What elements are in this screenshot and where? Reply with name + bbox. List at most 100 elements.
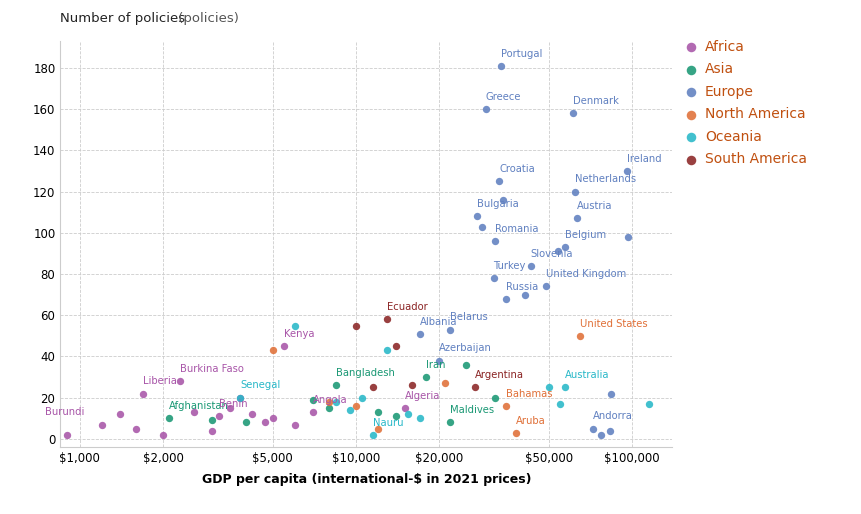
North America [437, 379, 451, 388]
Oceania [553, 400, 567, 408]
Europe [474, 223, 488, 231]
Europe [567, 188, 581, 196]
Africa [172, 377, 186, 386]
Text: Argentina: Argentina [474, 370, 523, 380]
Europe [488, 237, 502, 245]
Europe [478, 105, 492, 113]
Europe [523, 262, 537, 270]
North America [509, 429, 523, 437]
Oceania [412, 414, 426, 423]
South America [405, 381, 418, 390]
Oceania [355, 394, 369, 402]
Text: Portugal: Portugal [500, 49, 542, 59]
Asia [306, 396, 319, 404]
North America [265, 346, 279, 355]
Text: Slovenia: Slovenia [530, 249, 573, 259]
Oceania [557, 383, 571, 392]
Text: Liberia: Liberia [143, 376, 177, 387]
South America [389, 342, 403, 351]
Text: United States: United States [579, 319, 647, 328]
Text: Albania: Albania [419, 317, 456, 326]
Africa [136, 390, 150, 398]
Africa [288, 420, 301, 429]
Africa [60, 431, 74, 439]
Asia [443, 418, 457, 427]
Asia [389, 412, 403, 420]
Europe [585, 425, 599, 433]
Text: Belgium: Belgium [564, 230, 605, 240]
Oceania [329, 398, 343, 406]
Africa [204, 427, 218, 435]
Text: Turkey: Turkey [493, 261, 525, 271]
Africa [113, 410, 127, 418]
Europe [557, 243, 571, 251]
Text: Romania: Romania [495, 224, 538, 234]
Text: (policies): (policies) [173, 12, 238, 25]
Oceania [288, 321, 301, 329]
Text: Austria: Austria [576, 201, 611, 211]
Africa [212, 412, 226, 420]
Oceania [343, 406, 356, 414]
Text: Afghanistan: Afghanistan [169, 401, 228, 411]
North America [499, 402, 512, 410]
Text: Benin: Benin [219, 399, 248, 409]
Text: Maldives: Maldives [450, 405, 494, 415]
Africa [265, 414, 279, 423]
Oceania [401, 410, 415, 418]
Europe [492, 177, 505, 186]
Oceania [380, 346, 393, 355]
Africa [306, 408, 319, 416]
Europe [493, 62, 507, 70]
Asia [370, 408, 384, 416]
Text: Angola: Angola [313, 395, 347, 405]
X-axis label: GDP per capita (international-$ in 2021 prices): GDP per capita (international-$ in 2021 … [201, 473, 530, 486]
Text: Burundi: Burundi [46, 407, 84, 417]
Africa [277, 342, 291, 351]
Text: Bahamas: Bahamas [505, 389, 552, 399]
Europe [621, 233, 635, 241]
Text: Netherlands: Netherlands [574, 174, 635, 185]
Europe [495, 196, 509, 204]
Europe [539, 282, 553, 290]
Africa [258, 418, 272, 427]
Text: Aruba: Aruba [516, 415, 545, 426]
Europe [604, 390, 617, 398]
Oceania [641, 400, 655, 408]
Text: Belarus: Belarus [450, 313, 487, 322]
Europe [412, 329, 426, 338]
Oceania [232, 394, 246, 402]
Africa [156, 431, 170, 439]
Africa [223, 404, 237, 412]
Oceania [542, 383, 555, 392]
Asia [322, 404, 336, 412]
Asia [238, 418, 252, 427]
Text: Senegal: Senegal [239, 380, 280, 391]
Europe [550, 247, 564, 255]
Text: Burkina Faso: Burkina Faso [179, 364, 244, 374]
Legend: Africa, Asia, Europe, North America, Oceania, South America: Africa, Asia, Europe, North America, Oce… [684, 40, 806, 167]
Text: Andorra: Andorra [592, 411, 632, 421]
Text: Australia: Australia [564, 370, 609, 380]
Text: Iran: Iran [426, 360, 445, 370]
South America [468, 383, 481, 392]
Europe [569, 214, 583, 223]
Text: Nauru: Nauru [372, 417, 403, 428]
Africa [129, 425, 143, 433]
Text: Azerbaijan: Azerbaijan [438, 343, 492, 354]
Asia [204, 416, 218, 425]
Africa [232, 394, 246, 402]
Europe [517, 290, 531, 299]
Europe [431, 357, 445, 365]
Africa [397, 404, 411, 412]
Text: Algeria: Algeria [404, 391, 439, 401]
Europe [565, 109, 579, 117]
Text: Denmark: Denmark [572, 96, 618, 106]
Europe [602, 427, 616, 435]
South America [349, 321, 362, 329]
Europe [443, 325, 457, 334]
Text: Bulgaria: Bulgaria [477, 199, 518, 209]
Text: Russia: Russia [505, 282, 538, 291]
Europe [470, 212, 484, 221]
North America [370, 425, 384, 433]
Text: Ireland: Ireland [627, 154, 661, 164]
